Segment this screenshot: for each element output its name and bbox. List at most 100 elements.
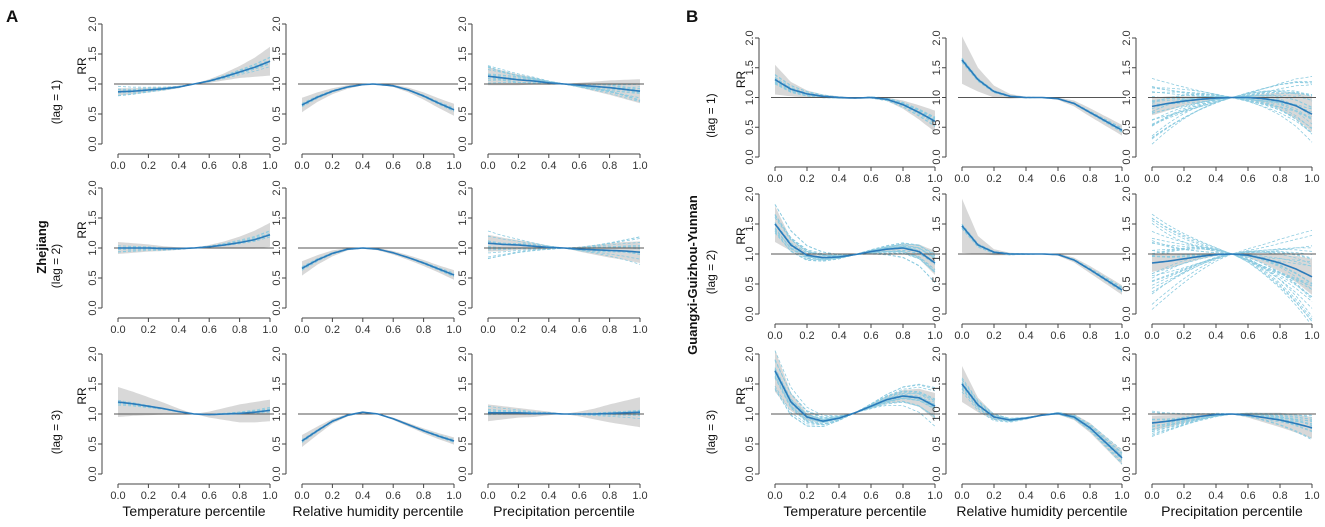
x-tick-label: 1.0 xyxy=(1114,490,1129,502)
ensemble-line xyxy=(301,247,455,277)
x-tick-label: 0.0 xyxy=(1144,490,1159,502)
y-axis-label: RR xyxy=(734,387,748,405)
y-tick-label: 2.0 xyxy=(931,186,943,201)
subplot-temperature-lag3: 0.0 0.5 1.0 1.5 2.0 0.0 0.2 0.4 0.6 0.8 1.0 xyxy=(87,346,278,502)
lag-label: (lag = 3) xyxy=(704,410,718,454)
x-tick-label: 0.4 xyxy=(1208,173,1223,185)
ensemble-line xyxy=(961,226,1123,290)
x-tick-label: 0.4 xyxy=(171,160,186,172)
plot-area xyxy=(1148,213,1316,322)
ensemble-line xyxy=(301,247,455,277)
x-tick-label: 0.0 xyxy=(954,173,969,185)
y-tick-label: 2.0 xyxy=(87,16,99,31)
x-axis-label: Precipitation percentile xyxy=(1161,503,1303,519)
x-tick-label: 1.0 xyxy=(446,160,461,172)
y-tick-label: 2.0 xyxy=(87,346,99,361)
y-axis-label: RR xyxy=(75,221,89,239)
x-tick-label: 1.0 xyxy=(1304,173,1319,185)
ensemble-line xyxy=(961,383,1123,459)
x-tick-label: 0.8 xyxy=(602,490,617,502)
y-tick-label: 0.5 xyxy=(744,436,756,451)
subplot-precipitation-lag1: 0.0 0.5 1.0 1.5 2.0 0.0 0.2 0.4 0.6 0.8 1.0 xyxy=(1121,30,1320,185)
x-tick-label: 0.6 xyxy=(572,490,587,502)
y-tick-label: 1.0 xyxy=(87,406,99,421)
y-axis-label: RR xyxy=(75,57,89,75)
ensemble-line xyxy=(961,225,1123,291)
x-tick-label: 0.4 xyxy=(541,490,556,502)
ensemble-line xyxy=(961,227,1123,289)
y-tick-label: 1.5 xyxy=(457,46,469,61)
x-tick-label: 0.6 xyxy=(572,160,587,172)
ensemble-line xyxy=(961,61,1123,129)
x-axis-label: Precipitation percentile xyxy=(493,503,635,519)
x-tick-label: 0.4 xyxy=(1208,490,1223,502)
ensemble-line xyxy=(961,382,1123,460)
x-tick-label: 0.2 xyxy=(1176,490,1191,502)
main-estimate-line xyxy=(117,401,271,416)
ensemble-line xyxy=(774,77,936,123)
subplot-precipitation-lag3: 0.0 0.5 1.0 1.5 2.0 0.0 0.2 0.4 0.6 0.8 1.0 xyxy=(457,346,648,502)
y-tick-label: 1.0 xyxy=(271,406,283,421)
x-tick-label: 0.8 xyxy=(895,173,910,185)
y-tick-label: 0.0 xyxy=(271,136,283,151)
y-tick-label: 1.5 xyxy=(271,46,283,61)
x-tick-label: 0.2 xyxy=(511,490,526,502)
x-tick-label: 0.2 xyxy=(141,324,156,336)
x-tick-label: 0.6 xyxy=(1050,490,1065,502)
y-tick-label: 1.5 xyxy=(1121,376,1133,391)
x-tick-label: 0.6 xyxy=(386,160,401,172)
ensemble-line xyxy=(961,387,1123,455)
y-tick-label: 1.5 xyxy=(1121,60,1133,75)
plot-area xyxy=(771,349,939,428)
y-tick-label: 0.5 xyxy=(87,106,99,121)
ensemble-line xyxy=(961,386,1123,456)
x-tick-label: 0.2 xyxy=(799,330,814,342)
x-tick-label: 1.0 xyxy=(1114,330,1129,342)
x-axis-label: Temperature percentile xyxy=(122,503,265,519)
y-tick-label: 0.5 xyxy=(271,106,283,121)
y-tick-label: 1.0 xyxy=(744,90,756,105)
confidence-band xyxy=(488,397,640,428)
ensemble-line xyxy=(961,384,1123,458)
x-tick-label: 0.2 xyxy=(141,490,156,502)
plot-area xyxy=(1148,76,1316,145)
y-tick-label: 2.0 xyxy=(87,180,99,195)
region-label: Zhejiang xyxy=(34,220,49,274)
main-estimate-line xyxy=(488,411,641,415)
x-tick-label: 0.4 xyxy=(355,490,370,502)
x-axis-label: Relative humidity percentile xyxy=(292,503,463,519)
panel-B: B Guangxi-Guizhou-Yunnan (lag = 1) RR 0.0 0.5… xyxy=(685,7,1320,519)
main-estimate-line xyxy=(1151,413,1313,429)
x-tick-label: 1.0 xyxy=(927,173,942,185)
ensemble-line xyxy=(961,225,1123,290)
main-estimate-line xyxy=(118,234,271,250)
x-tick-label: 0.2 xyxy=(799,173,814,185)
x-tick-label: 0.2 xyxy=(511,160,526,172)
confidence-band xyxy=(302,248,454,280)
y-axis-label: RR xyxy=(75,387,89,405)
x-tick-label: 0.0 xyxy=(480,490,495,502)
ensemble-line xyxy=(961,384,1123,457)
main-estimate-line xyxy=(487,75,641,92)
y-tick-label: 1.0 xyxy=(271,76,283,91)
confidence-band xyxy=(1152,412,1312,439)
confidence-band xyxy=(775,206,935,275)
x-tick-label: 1.0 xyxy=(632,160,647,172)
ensemble-line xyxy=(961,58,1123,132)
x-tick-label: 1.0 xyxy=(927,490,942,502)
x-tick-label: 0.4 xyxy=(355,324,370,336)
ensemble-line xyxy=(961,383,1123,459)
x-tick-label: 0.0 xyxy=(1144,330,1159,342)
y-tick-label: 0.5 xyxy=(271,270,283,285)
y-tick-label: 2.0 xyxy=(744,346,756,361)
plot-area xyxy=(958,366,1126,465)
ensemble-line xyxy=(774,77,936,124)
x-tick-label: 0.8 xyxy=(602,324,617,336)
y-tick-label: 1.5 xyxy=(457,376,469,391)
x-tick-label: 0.4 xyxy=(1018,173,1033,185)
x-tick-label: 0.0 xyxy=(110,160,125,172)
plot-area xyxy=(298,247,458,280)
main-estimate-line xyxy=(961,383,1123,459)
main-estimate-line xyxy=(301,247,455,276)
y-tick-label: 2.0 xyxy=(457,180,469,195)
